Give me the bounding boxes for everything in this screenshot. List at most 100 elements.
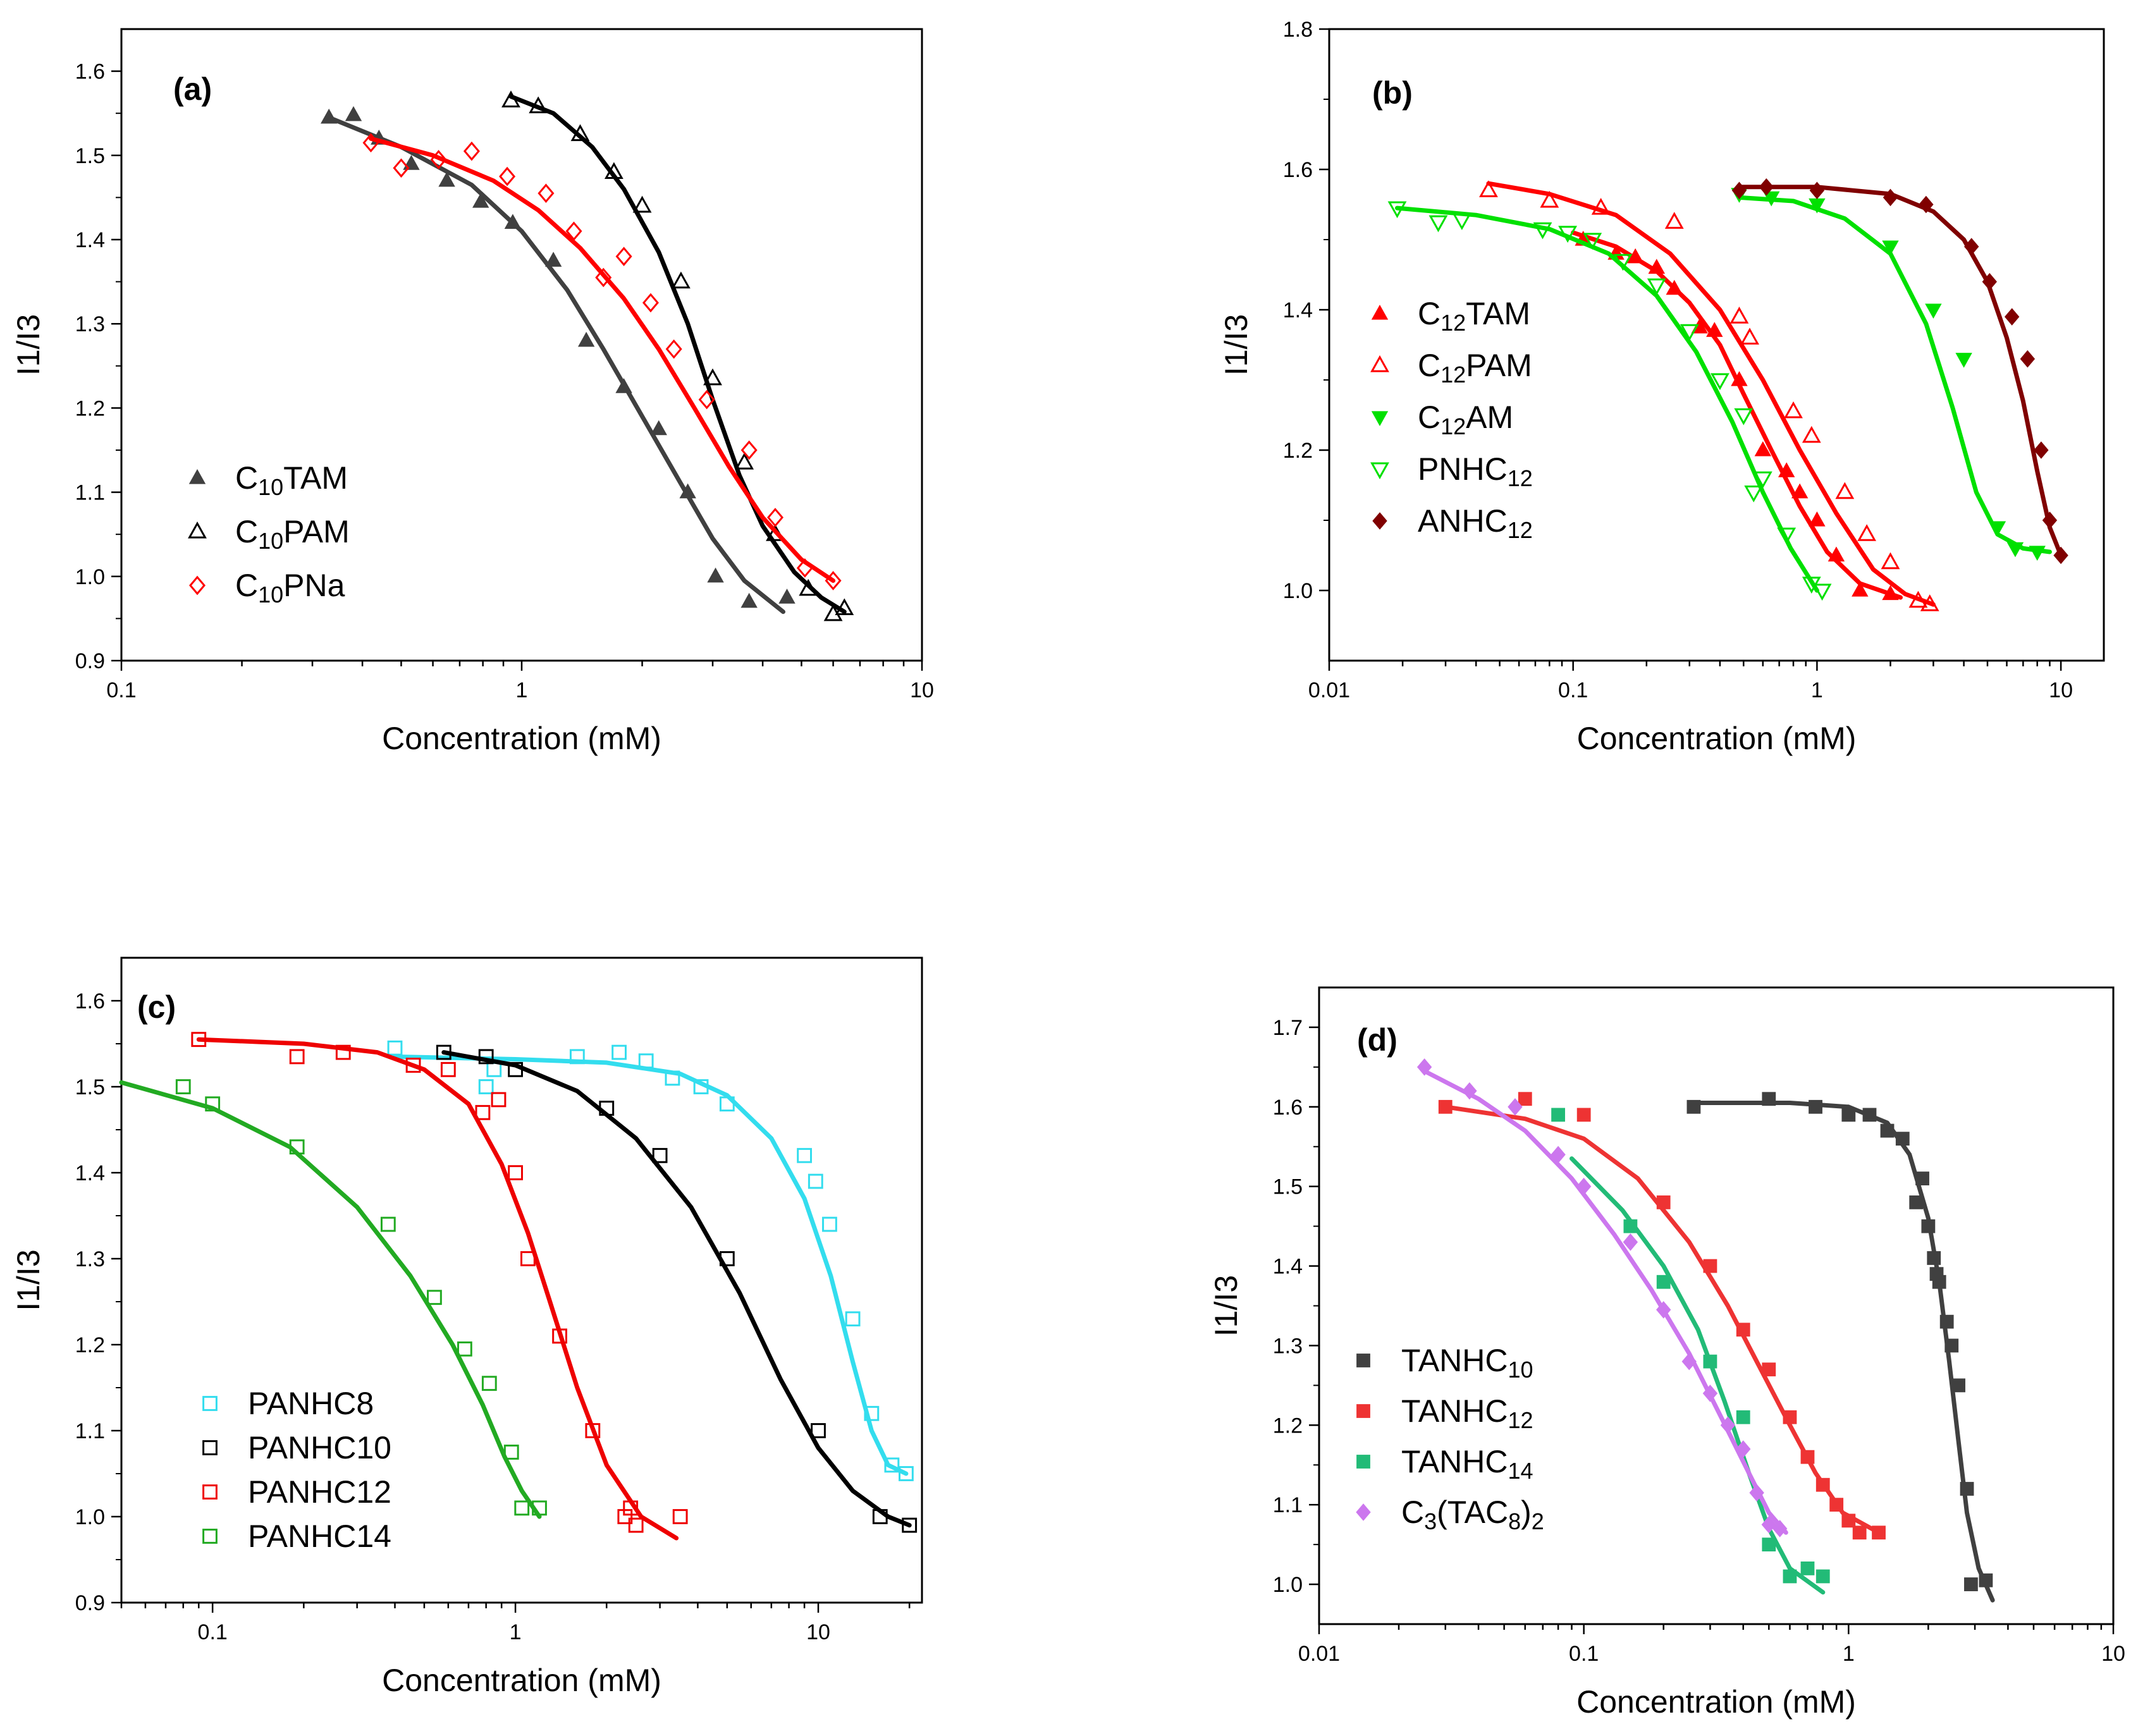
data-point xyxy=(740,592,758,608)
data-point xyxy=(393,158,410,178)
series-C10PAM xyxy=(501,90,854,621)
legend-entry: C12PAM xyxy=(1418,348,1532,388)
legend-marker xyxy=(188,575,206,596)
data-point xyxy=(822,1216,837,1232)
data-point xyxy=(1762,1362,1776,1377)
data-point xyxy=(1762,1092,1776,1106)
data-point xyxy=(1955,353,1972,368)
data-point xyxy=(321,108,338,124)
data-point xyxy=(1895,1132,1910,1146)
data-point xyxy=(1576,1108,1591,1122)
y-tick-label: 1.4 xyxy=(1283,298,1313,322)
data-point xyxy=(2006,542,2024,558)
data-point xyxy=(1835,482,1855,499)
data-point xyxy=(1800,1450,1815,1464)
fit-curve xyxy=(1395,205,1819,593)
data-point xyxy=(2053,546,2068,565)
data-point xyxy=(1703,1259,1717,1273)
legend-entry-part: 12 xyxy=(1508,465,1533,491)
data-point xyxy=(499,166,516,186)
legend-entry-part: C xyxy=(1401,1495,1424,1530)
legend-entry-part: PAM xyxy=(1466,348,1532,383)
x-tick-label: 10 xyxy=(2101,1642,2125,1666)
data-point xyxy=(872,1509,888,1524)
data-point xyxy=(2042,511,2058,529)
x-tick-label: 0.1 xyxy=(106,678,136,702)
legend-entry-part: TANHC xyxy=(1401,1444,1508,1479)
legend-entry: PANHC14 xyxy=(248,1519,391,1554)
fit-curve xyxy=(441,1050,912,1528)
y-tick-label: 1.5 xyxy=(75,1075,105,1099)
data-point xyxy=(538,183,555,204)
panel-label: (a) xyxy=(173,71,212,107)
data-point xyxy=(1829,1498,1844,1512)
legend-entry-part: PANHC14 xyxy=(248,1519,391,1554)
legend-entry-part: 10 xyxy=(258,474,283,500)
chart-panel-b: 0.01 0.1 1 10 1.0 1.2 1.4 1.6 1.8 Concentration (… xyxy=(1219,18,2105,756)
legend-entry: C10PNa xyxy=(235,568,345,608)
legend-entry-part: 10 xyxy=(258,582,283,608)
data-point xyxy=(1812,584,1832,601)
data-point xyxy=(1438,1099,1453,1114)
data-point xyxy=(1960,1482,1974,1496)
data-point xyxy=(427,1290,442,1305)
data-point xyxy=(1508,1098,1523,1116)
legend-entry-part: 10 xyxy=(258,528,283,554)
data-point xyxy=(1462,1082,1477,1100)
data-point xyxy=(457,1341,472,1357)
data-point xyxy=(740,440,758,460)
y-tick-label: 1.8 xyxy=(1283,18,1313,42)
series-TANHC12 xyxy=(1438,1092,1886,1540)
y-axis-title: I1/I3 xyxy=(1219,314,1254,376)
legend-entry-part: 14 xyxy=(1508,1458,1533,1484)
y-axis-title: I1/I3 xyxy=(11,314,46,376)
data-point xyxy=(1915,1171,1929,1185)
data-point xyxy=(808,1173,823,1189)
legend-entry-part: PANHC10 xyxy=(248,1430,391,1465)
y-tick-label: 1.3 xyxy=(75,312,105,336)
data-point xyxy=(362,133,379,153)
y-tick-label: 1.1 xyxy=(75,481,105,505)
data-point xyxy=(672,1509,688,1524)
data-point xyxy=(1777,527,1797,545)
data-point xyxy=(552,1328,567,1344)
x-tick-label: 0.01 xyxy=(1308,678,1350,702)
data-point xyxy=(1925,303,1942,319)
data-point xyxy=(845,1311,861,1327)
legend-entry: TANHC12 xyxy=(1401,1393,1533,1433)
data-point xyxy=(1736,1323,1750,1337)
data-point xyxy=(650,420,667,436)
chart-panel-a: 0.1 1 10 0.9 1.0 1.1 1.2 1.3 1.4 1.5 1.6 Concentrat… xyxy=(11,28,934,756)
x-tick-label: 1 xyxy=(1843,1642,1855,1666)
legend-entry-part: C xyxy=(235,460,258,496)
data-point xyxy=(899,1466,914,1481)
data-point xyxy=(1734,408,1754,425)
data-point xyxy=(1772,1520,1788,1537)
series-C10PNa xyxy=(362,133,842,590)
data-point xyxy=(1809,1099,1822,1114)
y-tick-label: 1.0 xyxy=(75,565,105,589)
data-point xyxy=(2034,441,2049,459)
data-point xyxy=(1809,181,1825,200)
y-tick-label: 1.4 xyxy=(75,1161,105,1185)
data-point xyxy=(1749,1484,1764,1502)
y-tick-label: 1.2 xyxy=(75,396,105,420)
x-tick-label: 10 xyxy=(910,678,934,702)
series-ANHC12 xyxy=(1731,178,2068,565)
data-point xyxy=(1802,425,1821,443)
x-tick-label: 10 xyxy=(2049,678,2073,702)
legend-entry-part: 12 xyxy=(1508,517,1533,543)
data-point xyxy=(1583,233,1602,250)
data-point xyxy=(698,389,715,410)
y-tick-label: 1.6 xyxy=(1283,158,1313,182)
data-point xyxy=(1656,1301,1671,1319)
data-point xyxy=(1706,322,1723,337)
fit-curve xyxy=(1736,185,2063,558)
legend-entry: PANHC10 xyxy=(248,1430,391,1465)
legend-entry-part: 12 xyxy=(1508,1407,1533,1433)
plot-frame xyxy=(1328,28,2105,662)
data-point xyxy=(1809,511,1826,527)
data-point xyxy=(642,293,659,313)
legend-entry: PANHC8 xyxy=(248,1386,374,1421)
x-tick-label: 0.1 xyxy=(1558,678,1588,702)
